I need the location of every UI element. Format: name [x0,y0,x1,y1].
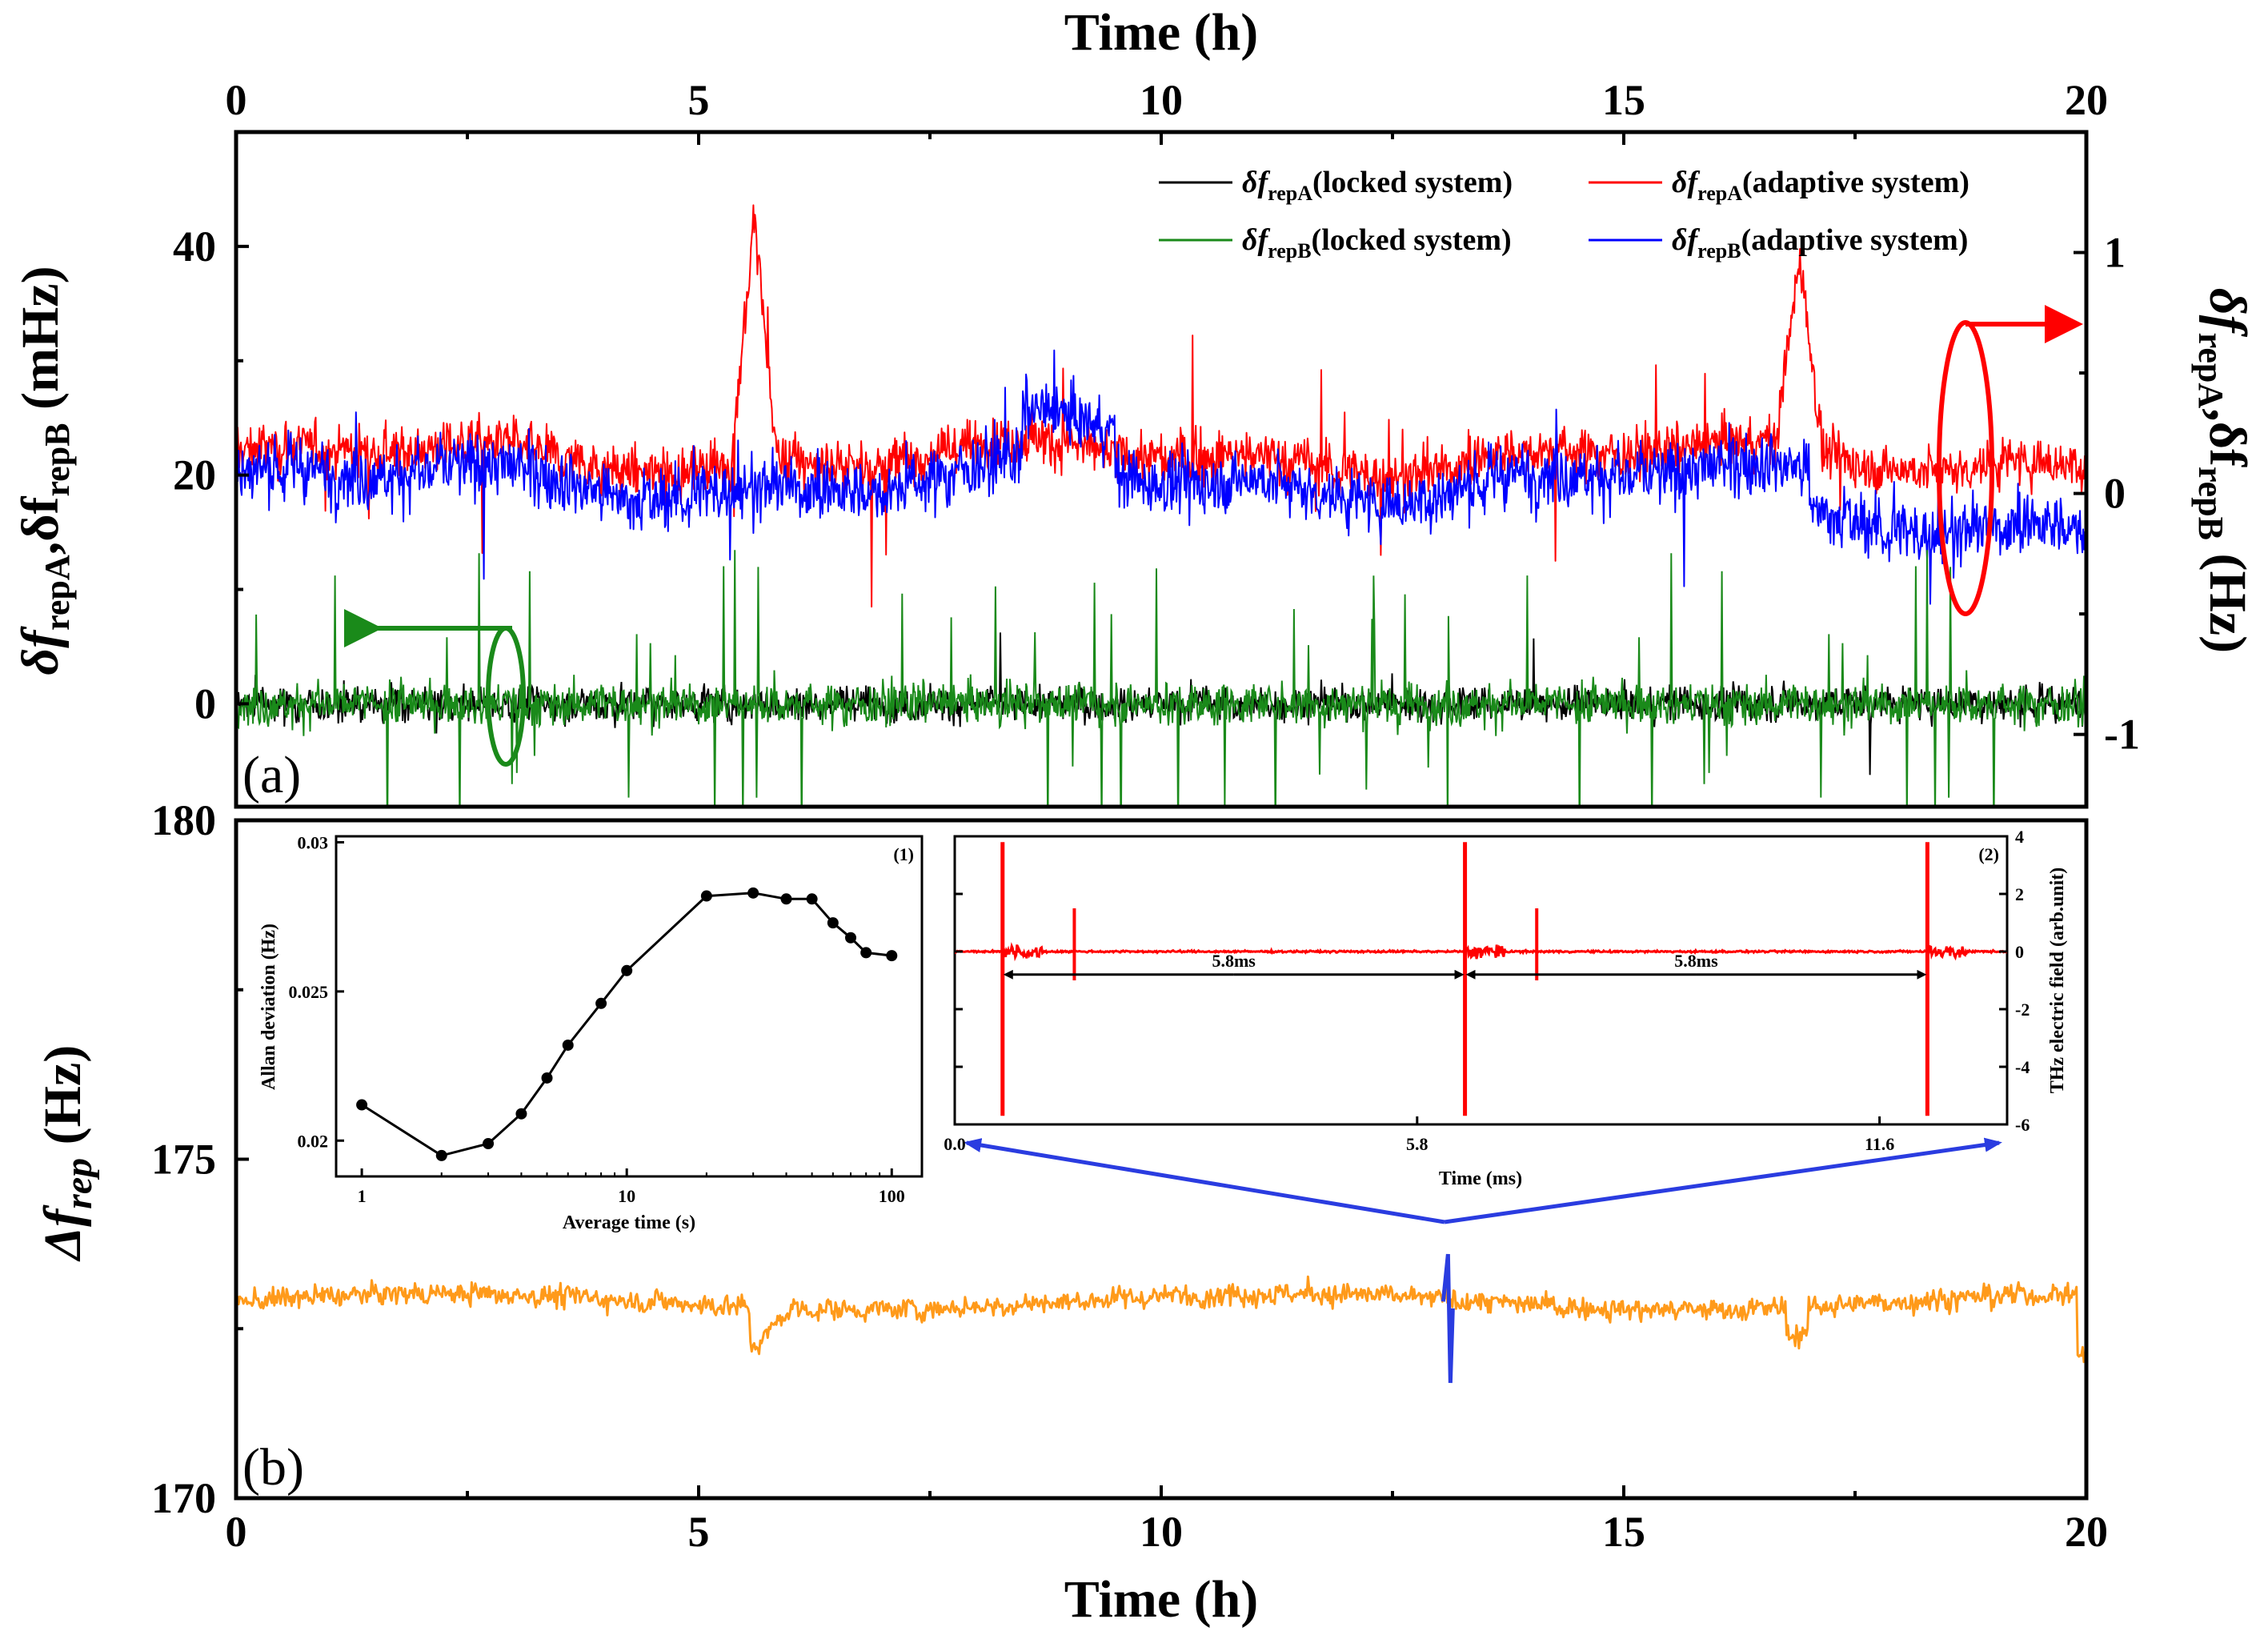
panel-b-frame [234,818,2089,1501]
inset-thz-interval-label: 5.8ms [1212,951,1256,971]
bottom-tick-label: 5 [688,1508,710,1556]
inset-thz-baseline [955,942,2007,962]
inset-allan-point [562,1039,574,1051]
legend: δfrepA(locked system) δfrepA(adaptive sy… [1159,166,1969,262]
inset-allan-points [356,887,898,1161]
inset-thz-ylabel: THz electric field (arb.unit) [2047,868,2068,1094]
inset-thz-pulses [1000,842,1929,1116]
inset-allan-point [827,917,839,929]
series-delta-frep [236,1275,2086,1364]
inset-thz-xtick-label: 11.6 [1865,1134,1894,1154]
panel-b-left-ticks: 180 175 170 [151,796,249,1522]
inset-thz-ytick-label: -4 [2015,1057,2030,1077]
right-tick-label: 0 [2104,470,2126,518]
left-tick-label: 20 [173,451,216,499]
top-tick-label: 15 [1602,76,1645,124]
inset-thz-ytick-label: 0 [2015,942,2024,962]
inset-thz-label: (2) [1978,844,1999,864]
inset-thz-xtick-label: 0.0 [944,1134,966,1154]
inset-allan: 1 10 100 0.03 0.025 0.02 Average time (s) All… [258,832,924,1233]
left-tick-label: 175 [151,1136,216,1184]
zoom-line-right [1444,1137,2002,1224]
inset-allan-ylabel: Allan deviation (Hz) [258,924,279,1090]
inset-thz-ytick-label: -2 [2015,1000,2030,1020]
inset-allan-curve [361,892,892,1157]
inset-allan-point [747,887,759,899]
inset-thz-xtick-label: 5.8 [1406,1134,1429,1154]
inset-thz-interval-arrows: 5.8ms 5.8ms [1003,951,1927,980]
legend-label-adaptive-repA: δfrepA(adaptive system) [1672,166,1969,205]
inset-allan-point [356,1099,368,1111]
top-tick-label: 10 [1140,76,1183,124]
bottom-tick-label: 0 [226,1508,247,1556]
series-locked-repB [236,550,2086,807]
series-adaptive-repB [236,349,2086,605]
inset-allan-xtick-label: 10 [618,1186,635,1206]
top-tick-label: 0 [226,76,247,124]
inset-allan-ytick-label: 0.03 [298,832,329,852]
inset-thz-frame [953,835,2009,1126]
panel-a-top-xlabel: Time (h) [1064,3,1259,62]
inset-allan-point [780,893,792,905]
inset-allan-point [886,950,898,962]
inset-allan-point [483,1137,495,1149]
inset-allan-ytick-label: 0.02 [298,1131,329,1151]
zoom-line-left [964,1138,1445,1224]
top-tick-label: 5 [688,76,710,124]
right-tick-label: 1 [2104,229,2126,277]
panel-b-label: (b) [242,1438,304,1497]
inset-allan-point [844,932,856,944]
right-tick-label: -1 [2104,711,2140,759]
inset-thz-ytick-label: 2 [2015,884,2024,904]
legend-label-locked-repA: δfrepA(locked system) [1242,166,1513,205]
inset-thz: 0.0 5.8 11.6 4 2 0 -2 -4 -6 5.8ms 5.8ms Time (ms)… [944,827,2068,1189]
inset-allan-point [860,947,872,959]
inset-allan-point [595,997,607,1009]
left-tick-label: 0 [194,679,216,727]
legend-label-adaptive-repB: δfrepB(adaptive system) [1672,223,1968,262]
inset-allan-point [700,890,712,902]
bottom-tick-label: 10 [1140,1508,1183,1556]
panel-a-left-ticks: 40 20 0 [173,222,249,727]
zoom-source-spike [1441,1253,1455,1384]
top-tick-label: 20 [2065,76,2108,124]
inset-allan-xtick-label: 100 [879,1186,905,1206]
inset-allan-point [515,1108,527,1120]
left-tick-label: 40 [173,222,216,270]
panel-b-bottom-ticks: 0 5 10 15 20 [226,1485,2108,1556]
inset-allan-frame [335,835,924,1178]
inset-allan-label: (1) [893,844,914,864]
inset-allan-ytick-label: 0.025 [289,982,329,1002]
series-adaptive-repA [236,204,2086,608]
legend-label-locked-repB: δfrepB(locked system) [1242,223,1512,262]
left-tick-label: 180 [151,796,216,844]
inset-allan-point [435,1149,447,1161]
inset-allan-point [621,964,633,976]
bottom-tick-label: 20 [2065,1508,2108,1556]
panel-a-right-ticks: 1 0 -1 [2074,229,2140,759]
inset-allan-point [806,893,818,905]
panel-a-left-ylabel: δfrepA,δfrepB (mHz) [11,266,77,675]
inset-thz-ytick-label: -6 [2015,1115,2030,1135]
inset-allan-xlabel: Average time (s) [563,1212,695,1233]
bottom-tick-label: 15 [1602,1508,1645,1556]
inset-thz-ticks: 0.0 5.8 11.6 4 2 0 -2 -4 -6 [944,827,2030,1154]
panel-a-label: (a) [242,746,301,804]
inset-allan-ticks: 1 10 100 0.03 0.025 0.02 [289,832,905,1206]
inset-thz-xlabel: Time (ms) [1439,1168,1522,1189]
panel-a-top-ticks: 0 5 10 15 20 [226,76,2108,145]
panel-b-ylabel: Δfrep (Hz) [34,1045,100,1262]
inset-thz-ytick-label: 4 [2015,827,2024,847]
inset-allan-xtick-label: 1 [358,1186,367,1206]
left-tick-label: 170 [151,1474,216,1522]
inset-allan-point [541,1072,553,1084]
panel-b-xlabel: Time (h) [1064,1570,1259,1629]
inset-thz-interval-label: 5.8ms [1674,951,1718,971]
panel-a-right-ylabel: δfrepA,δfrepB (Hz) [2191,288,2257,653]
